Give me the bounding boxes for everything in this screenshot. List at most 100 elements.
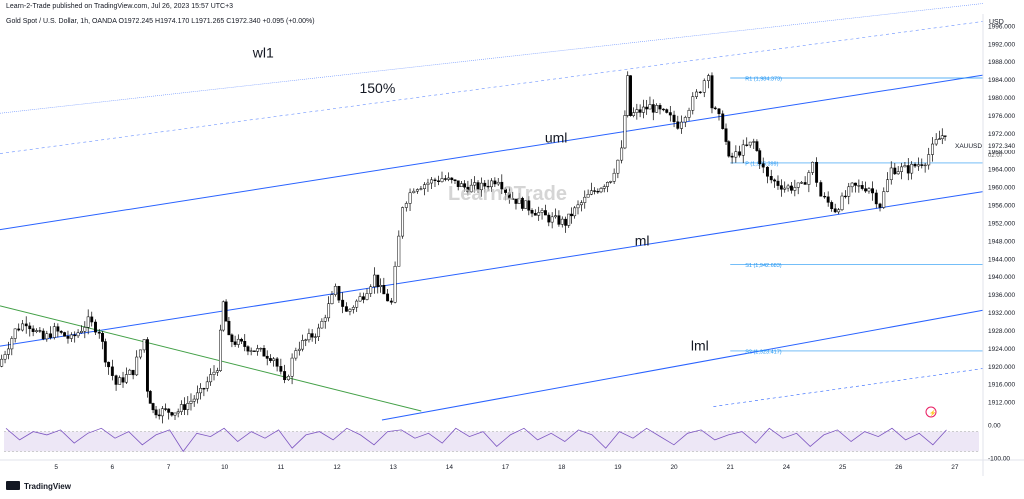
- candle-body: [680, 121, 683, 129]
- candle-body: [803, 182, 807, 185]
- candle-body: [279, 366, 283, 372]
- candle-body: [734, 151, 738, 158]
- candle-body: [776, 180, 780, 186]
- candle-body: [307, 333, 311, 341]
- time-tick-label: 18: [558, 464, 566, 471]
- candle-body: [6, 348, 10, 355]
- candle-body: [236, 338, 240, 345]
- candle-body: [459, 183, 463, 187]
- candle-body: [527, 200, 531, 211]
- candle-body: [800, 182, 804, 184]
- price-tick-label: 1960.000: [988, 185, 1015, 192]
- candle-body: [243, 341, 247, 347]
- price-tick-label: 1988.000: [988, 59, 1015, 66]
- candle-body: [645, 106, 649, 110]
- candle-body: [272, 358, 276, 361]
- candle-body: [713, 107, 717, 110]
- time-tick-label: 5: [54, 464, 58, 471]
- candle-body: [717, 108, 721, 115]
- drawings-layer: R1 (1,984.373)P (1,965.399)S1 (1,942.683…: [0, 3, 984, 421]
- pivot-label-s1: S1 (1,942.683): [745, 263, 782, 269]
- candle-body: [246, 346, 250, 352]
- candle-body: [430, 179, 433, 184]
- candle-body: [160, 408, 164, 417]
- candle-body: [189, 400, 193, 404]
- candle-body: [493, 180, 497, 185]
- candle-body: [927, 154, 931, 166]
- candle-body: [593, 190, 597, 192]
- rsi-band: [4, 431, 979, 452]
- candle-body: [330, 294, 334, 305]
- candle-body: [401, 207, 405, 237]
- candle-body: [550, 216, 554, 223]
- candle-body: [727, 141, 731, 157]
- candle-body: [301, 340, 304, 350]
- candle-body: [56, 326, 60, 332]
- candle-body: [408, 192, 412, 204]
- alert-indicator[interactable]: ⚡: [925, 406, 937, 418]
- candle-body: [265, 355, 269, 359]
- candle-body: [151, 403, 155, 411]
- candle-body: [867, 188, 871, 192]
- candle-body: [337, 286, 341, 301]
- time-tick-label: 13: [390, 464, 398, 471]
- candle-body: [466, 186, 470, 193]
- channel-label-uml: uml: [545, 129, 568, 145]
- tradingview-brand[interactable]: TradingView: [6, 481, 72, 491]
- candle-body: [514, 198, 518, 204]
- time-tick-label: 25: [839, 464, 847, 471]
- candle-body: [286, 376, 290, 381]
- candle-body: [66, 336, 70, 339]
- published-line: Learn-2-Trade published on TradingView.c…: [6, 3, 233, 10]
- candle-body: [724, 128, 728, 142]
- candle-body: [843, 195, 847, 198]
- pivot-label-r1: R1 (1,984.373): [745, 76, 782, 82]
- candle-body: [52, 326, 56, 338]
- candle-body: [786, 185, 790, 189]
- candle-body: [419, 188, 423, 190]
- countdown: 02:07: [988, 153, 1004, 159]
- price-tick-label: 1948.000: [988, 238, 1015, 245]
- price-tick-label: 1976.000: [988, 113, 1015, 120]
- candle-body: [94, 321, 97, 333]
- green-trendline: [0, 305, 422, 412]
- candle-body: [833, 208, 837, 213]
- candle-body: [540, 210, 544, 213]
- candle-body: [745, 144, 749, 146]
- candle-body: [422, 184, 426, 189]
- candle-body: [103, 341, 107, 363]
- candle-body: [13, 328, 17, 339]
- channel-line-wl1: [0, 3, 984, 114]
- price-tick-label: 1996.000: [988, 23, 1015, 30]
- candle-body: [215, 370, 219, 373]
- candle-body: [530, 210, 534, 214]
- rsi-line: [5, 427, 947, 453]
- candle-body: [609, 181, 613, 183]
- candle-body: [170, 412, 174, 416]
- candle-body: [333, 286, 337, 295]
- candle-body: [496, 181, 500, 185]
- candle-body: [192, 398, 196, 402]
- candle-body: [923, 164, 927, 167]
- candle-body: [752, 141, 756, 143]
- candle-body: [579, 202, 583, 206]
- candle-body: [871, 188, 874, 194]
- candle-body: [755, 141, 759, 151]
- candle-body: [167, 408, 171, 413]
- candle-body: [511, 198, 515, 200]
- candle-body: [635, 109, 639, 113]
- candle-body: [793, 187, 797, 191]
- channel-line-lml: [381, 309, 984, 421]
- candle-body: [317, 327, 321, 337]
- candle-body: [186, 403, 190, 410]
- candle-body: [450, 177, 454, 181]
- candle-body: [847, 186, 851, 197]
- candle-body: [554, 215, 557, 218]
- alert-icon: [925, 406, 937, 418]
- candle-body: [233, 341, 237, 345]
- candle-body: [297, 348, 301, 351]
- candle-body: [906, 165, 910, 174]
- price-tick-label: 1980.000: [988, 95, 1015, 102]
- candle-body: [596, 191, 600, 193]
